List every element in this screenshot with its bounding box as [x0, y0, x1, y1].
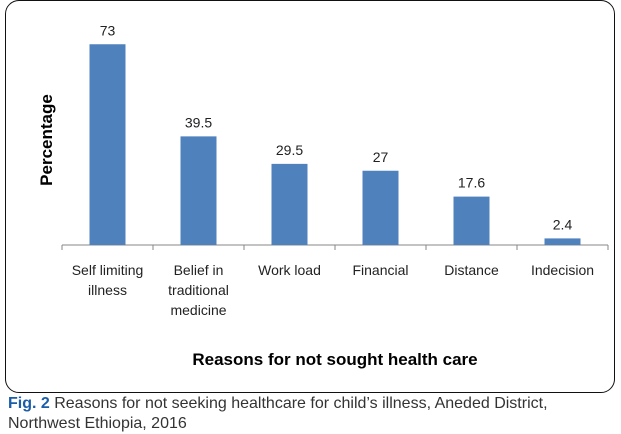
category-label-line: medicine: [170, 302, 226, 318]
figure-number: Fig. 2: [8, 395, 50, 412]
category-label: Indecision: [531, 262, 594, 278]
data-label: 29.5: [276, 142, 303, 158]
bars-group: [89, 44, 581, 245]
y-axis-title: Percentage: [37, 94, 56, 186]
category-label-line: Financial: [352, 262, 408, 278]
category-label: Belief in traditional medicine: [168, 262, 229, 318]
bar: [453, 196, 490, 245]
bar: [544, 238, 581, 245]
x-axis-title: Reasons for not sought health care: [192, 350, 477, 369]
data-label: 2.4: [553, 216, 573, 232]
bar-chart: 73 39.5 29.5 27 17.6 2.4 Self limiting illness…: [37, 22, 609, 369]
category-labels-group: Self limiting illness Belief in traditional…: [72, 262, 594, 318]
bar: [180, 136, 217, 245]
category-label-line: Distance: [444, 262, 499, 278]
data-label: 73: [100, 22, 116, 38]
category-label-line: Work load: [258, 262, 321, 278]
data-label: 39.5: [185, 114, 212, 130]
bar: [271, 163, 308, 245]
value-labels-group: 73 39.5 29.5 27 17.6 2.4: [100, 22, 573, 232]
category-label: Self limiting illness: [72, 262, 144, 298]
category-label-line: Self limiting: [72, 262, 144, 278]
data-label: 27: [373, 149, 389, 165]
category-label-line: Indecision: [531, 262, 594, 278]
caption-text: Reasons for not seeking healthcare for c…: [8, 395, 548, 432]
figure-caption: Fig. 2 Reasons for not seeking healthcar…: [8, 394, 613, 434]
data-label: 17.6: [458, 175, 485, 191]
category-label-line: Belief in: [174, 262, 224, 278]
bar: [362, 170, 399, 245]
category-label-line: illness: [88, 282, 127, 298]
category-label: Work load: [258, 262, 321, 278]
x-ticks-group: [61, 245, 609, 250]
category-label-line: traditional: [168, 282, 229, 298]
category-label: Distance: [444, 262, 499, 278]
bar: [89, 44, 126, 245]
category-label: Financial: [352, 262, 408, 278]
